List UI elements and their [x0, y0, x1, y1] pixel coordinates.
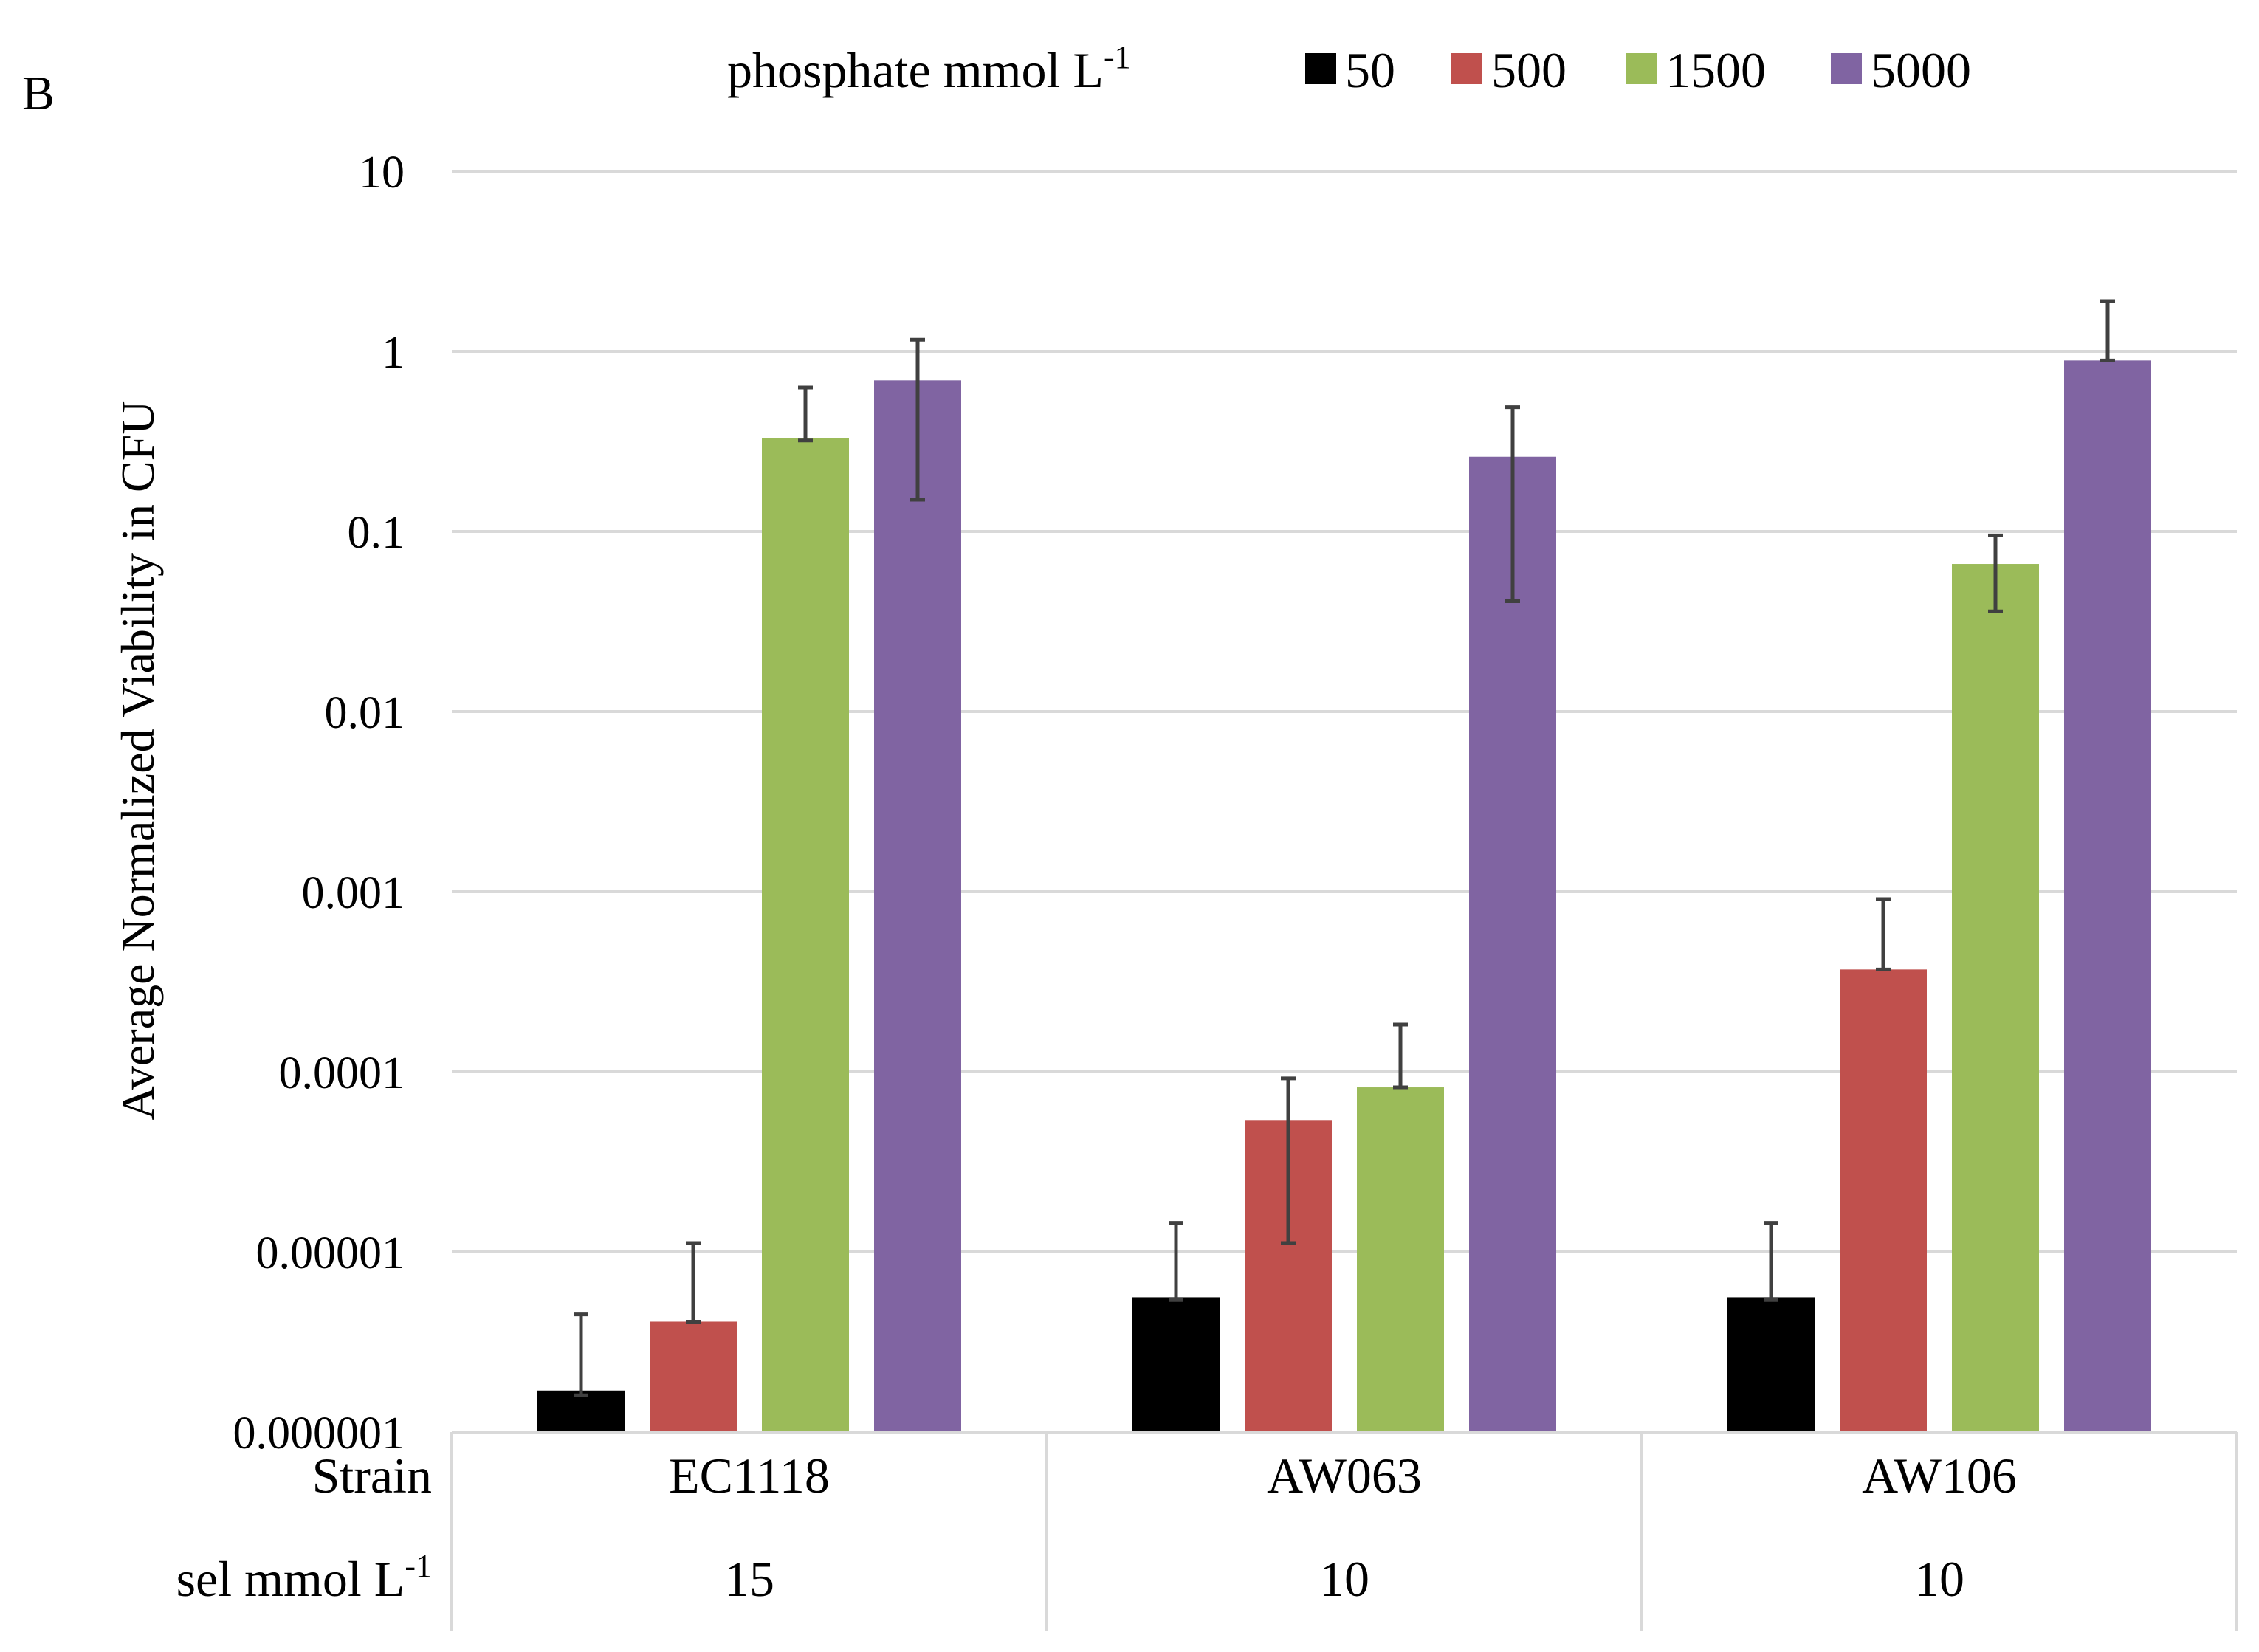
legend-label: 5000: [1871, 42, 1971, 98]
y-tick-labels: 10 1 0.1 0.01 0.001 0.0001 0.00001 0.000001: [233, 148, 405, 1459]
bar: [1840, 969, 1927, 1432]
error-bar: [574, 1312, 588, 1397]
category-label: 10: [1914, 1551, 1964, 1607]
error-bar: [1169, 1221, 1183, 1302]
bar: [1357, 1087, 1444, 1432]
y-tick-label: 0.000001: [233, 1408, 405, 1459]
category-label: EC1118: [669, 1448, 830, 1504]
category-label: 15: [724, 1551, 774, 1607]
error-bar: [1876, 897, 1891, 971]
category-label: AW063: [1267, 1448, 1422, 1504]
bar: [1132, 1297, 1220, 1432]
bar: [1727, 1297, 1815, 1432]
y-tick-label: 0.001: [302, 868, 405, 918]
error-bar: [1281, 1076, 1296, 1245]
bar: [874, 380, 961, 1432]
bar: [537, 1390, 625, 1432]
error-bar: [798, 385, 813, 443]
bars: [537, 360, 2151, 1432]
bar: [1952, 564, 2039, 1432]
category-table: Strain sel mmol L-1 EC1118 AW063 AW106 15 10…: [176, 1448, 2017, 1607]
legend-swatch: [1831, 53, 1862, 84]
category-row-label-strain: Strain: [312, 1448, 432, 1504]
y-tick-label: 0.00001: [256, 1228, 405, 1278]
legend-label: 1500: [1665, 42, 1766, 98]
y-axis-title: Average Normalized Viability in CFU: [111, 401, 164, 1121]
y-tick-label: 1: [382, 328, 405, 378]
bar: [1469, 456, 1556, 1432]
legend-swatch: [1451, 53, 1482, 84]
panel-label: B: [22, 66, 55, 120]
category-label: 10: [1319, 1551, 1369, 1607]
bar: [762, 438, 849, 1432]
bar: [650, 1321, 737, 1432]
error-bars: [574, 299, 2115, 1397]
category-row-label-sel: sel mmol L-1: [176, 1548, 432, 1607]
error-bar: [686, 1241, 701, 1324]
y-tick-label: 0.01: [325, 688, 405, 738]
error-bar: [1505, 405, 1520, 603]
x-axis: [450, 1431, 2238, 1631]
legend-label: 500: [1491, 42, 1567, 98]
bar: [2064, 360, 2151, 1432]
error-bar: [1393, 1022, 1408, 1090]
y-tick-label: 0.0001: [279, 1048, 405, 1098]
y-tick-label: 0.1: [348, 508, 405, 558]
legend: phosphate mmol L-1 50 500 1500 5000: [727, 39, 1971, 98]
error-bar: [2100, 299, 2115, 362]
legend-title: phosphate mmol L-1: [727, 39, 1131, 98]
legend-swatch: [1626, 53, 1657, 84]
gridlines: [452, 170, 2237, 1253]
error-bar: [910, 337, 925, 502]
y-tick-label: 10: [359, 148, 405, 198]
legend-label: 50: [1345, 42, 1395, 98]
error-bar: [1764, 1221, 1778, 1302]
error-bar: [1988, 533, 2003, 613]
category-label: AW106: [1862, 1448, 2017, 1504]
legend-swatch: [1305, 53, 1336, 84]
